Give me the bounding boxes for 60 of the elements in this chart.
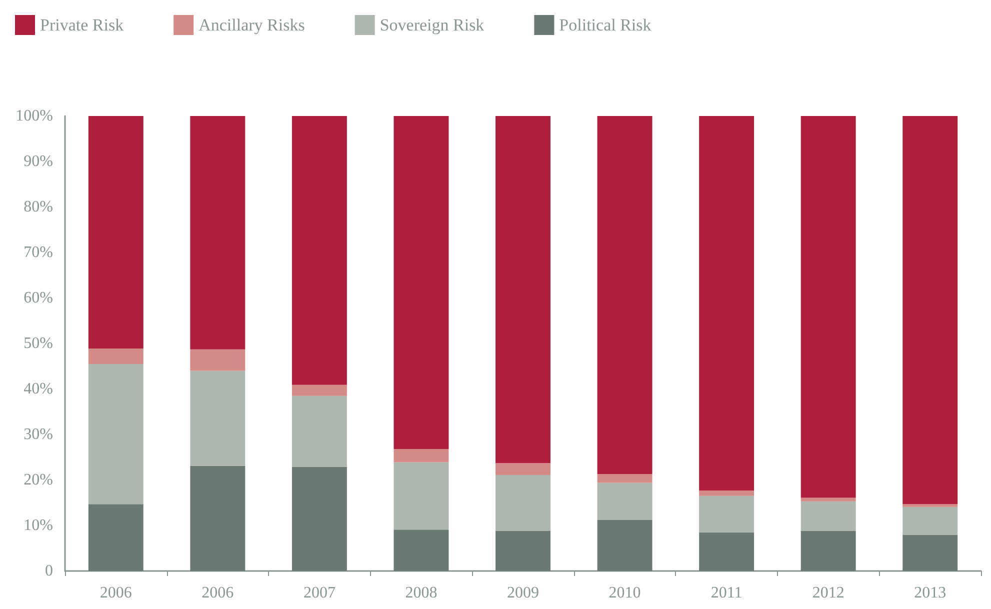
legend-label: Sovereign Risk [380,16,485,34]
bar [496,116,550,464]
bar [699,116,754,490]
y-tick-label: 80% [24,198,53,216]
bar [292,384,347,396]
y-tick-label: 10% [24,517,53,534]
bar [699,532,754,571]
x-tick-label: 2011 [710,584,742,602]
bar [496,474,550,531]
bar [902,506,958,536]
y-tick-label: 60% [24,290,53,306]
bar [800,501,856,531]
bar [190,349,246,371]
bar [394,449,449,462]
bar [902,504,958,507]
bar [88,348,144,364]
bar [292,466,347,571]
bar [394,116,449,450]
bar [190,466,246,571]
bar [699,490,754,496]
x-tick-label: 2006 [100,584,132,602]
x-tick-label: 2013 [914,584,946,602]
legend-label: Private Risk [40,16,124,34]
bar [800,530,856,571]
bar [292,396,347,467]
bar [190,116,246,350]
bar [699,496,754,532]
bar [88,364,144,504]
x-tick-label: 2009 [507,584,539,602]
y-tick-label: 0 [45,562,53,580]
bar [496,463,550,475]
bar [902,116,958,504]
legend-label: Political Risk [559,16,652,34]
y-tick-label: 50% [24,335,53,352]
bar [292,116,347,385]
bar [597,482,652,520]
y-tick-label: 40% [24,380,53,398]
bar [190,370,246,466]
bar [597,116,652,474]
y-tick-label: 90% [24,153,53,170]
bar [597,474,652,483]
bar [597,520,652,571]
bar [88,116,144,349]
y-tick-label: 20% [24,472,53,488]
x-tick-label: 2012 [812,584,844,602]
bar [902,535,958,571]
bar [394,462,449,530]
bar [800,498,856,502]
x-tick-label: 2006 [202,584,234,602]
bar [496,530,550,571]
legend-label: Ancillary Risks [198,16,305,34]
bar [88,504,144,571]
bar [800,116,856,498]
y-tick-label: 30% [24,426,53,443]
x-tick-label: 2010 [608,584,641,602]
x-tick-label: 2008 [405,584,438,602]
y-tick-label: 70% [24,244,53,261]
x-tick-label: 2007 [303,584,336,602]
y-tick-label: 100% [16,108,53,124]
bar [394,530,449,571]
